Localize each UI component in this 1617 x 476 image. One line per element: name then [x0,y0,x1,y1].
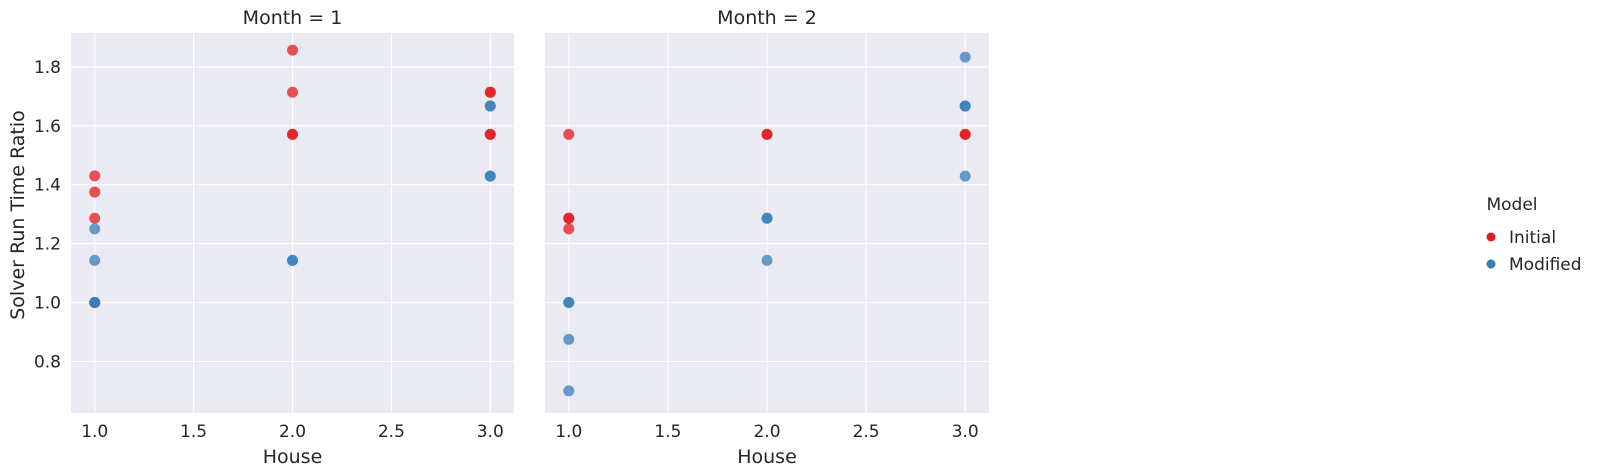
data-point-modified [761,254,773,266]
series-modified [563,51,971,397]
legend: Model Initial Modified [1486,195,1581,275]
data-point-initial [563,223,575,235]
data-point-modified [959,100,971,112]
data-point-initial [89,212,101,224]
data-point-initial [287,128,298,140]
x-axis-label: House [737,446,797,468]
x-tick-label: 2.0 [279,422,306,442]
chart-panels: 1.0 1.5 2.0 2.5 3.0 0.8 1.0 1.2 1.4 1.6 1.8 Month =… [34,7,989,468]
x-axis-label: House [263,446,323,468]
legend-marker [1486,232,1496,242]
x-tick-label: 1.0 [81,422,108,442]
series-modified [89,100,496,309]
data-point-modified [563,333,575,345]
panel-title: Month = 1 [243,7,343,29]
y-tick-label: 1.8 [34,58,61,78]
data-point-modified [89,223,101,235]
data-point-modified [959,170,971,182]
x-tick-label: 1.5 [180,422,207,442]
x-tick-label: 2.5 [853,422,880,442]
data-point-initial [959,128,971,140]
series-initial [563,128,971,235]
data-point-modified [563,385,575,397]
data-point-initial [563,212,575,224]
data-point-initial [484,86,496,98]
y-tick-label: 1.4 [34,176,61,196]
data-point-initial [89,186,101,198]
data-point-modified [484,100,496,112]
data-point-initial [89,170,101,182]
y-tick-label: 0.8 [34,352,61,372]
legend-entry-initial: Initial [1486,228,1556,248]
data-point-modified [89,297,101,309]
y-tick-label: 1.0 [34,294,61,314]
legend-marker [1486,259,1496,269]
legend-title: Model [1486,195,1537,215]
facet-panel-1: 1.0 1.5 2.0 2.5 3.0 0.8 1.0 1.2 1.4 1.6 1.8 Month =… [34,7,514,468]
data-point-initial [287,86,298,98]
data-point-initial [484,128,496,140]
y-axis-label: Solver Run Time Ratio [7,110,29,320]
x-tick-label: 3.0 [952,422,979,442]
data-point-modified [484,170,496,182]
y-tick-label: 1.2 [34,235,61,255]
data-point-initial [287,44,298,56]
data-point-initial [761,128,773,140]
data-point-modified [287,254,298,266]
x-tick-label: 2.5 [378,422,405,442]
data-point-modified [89,254,101,266]
legend-label: Initial [1509,228,1556,248]
facet-panel-2: 1.0 1.5 2.0 2.5 3.0 Month = 2 House [545,7,989,468]
data-point-modified [563,297,575,309]
series-initial [89,44,496,309]
x-tick-label: 3.0 [477,422,504,442]
x-tick-label: 2.0 [753,422,780,442]
data-point-modified [959,51,971,63]
legend-label: Modified [1509,255,1582,275]
x-tick-label: 1.5 [654,422,681,442]
panel-title: Month = 2 [717,7,817,29]
y-tick-label: 1.6 [34,117,61,137]
data-point-initial [563,128,575,140]
legend-entry-modified: Modified [1486,255,1582,275]
x-tick-label: 1.0 [555,422,582,442]
data-point-modified [761,212,773,224]
